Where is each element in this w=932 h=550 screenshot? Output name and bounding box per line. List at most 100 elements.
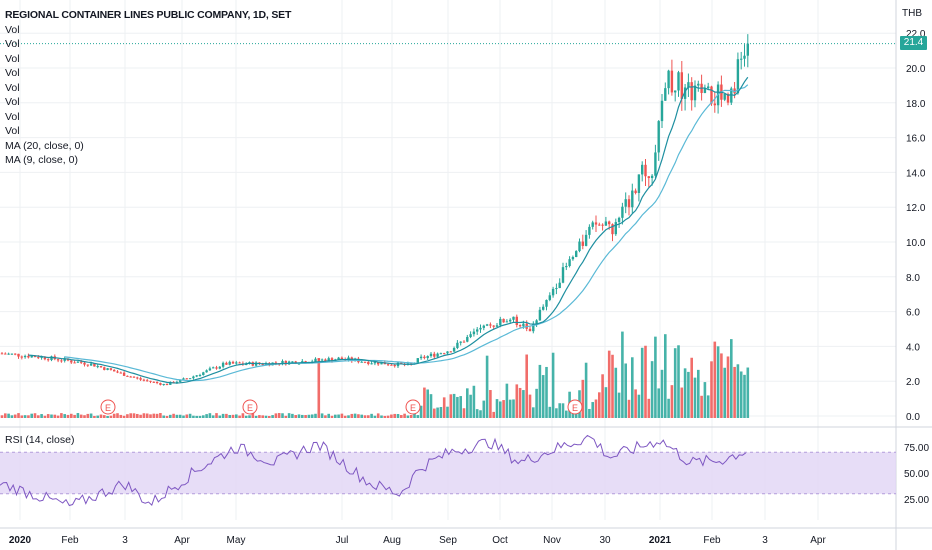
- candle-body: [99, 366, 103, 368]
- volume-bar: [40, 414, 43, 418]
- candle-body: [654, 152, 657, 176]
- indicator-label[interactable]: Vol: [5, 81, 20, 94]
- volume-bar: [264, 415, 268, 418]
- candle-body: [89, 363, 93, 366]
- volume-bar: [277, 413, 281, 418]
- candle-body: [86, 364, 89, 366]
- candle-body: [456, 342, 459, 348]
- volume-bar: [525, 354, 528, 418]
- candle-body: [165, 384, 169, 386]
- candle-body: [386, 364, 390, 366]
- volume-bar: [393, 413, 396, 418]
- candle-body: [476, 329, 479, 332]
- candle-body: [63, 358, 66, 361]
- volume-bar: [433, 408, 436, 418]
- volume-bar: [522, 390, 525, 418]
- volume-bar: [228, 414, 231, 418]
- candle-body: [119, 372, 122, 374]
- volume-bar: [604, 387, 608, 418]
- volume-bar: [423, 387, 426, 418]
- indicator-label[interactable]: Vol: [5, 38, 20, 50]
- volume-bar: [459, 396, 462, 418]
- volume-bar: [680, 387, 684, 418]
- candle-body: [47, 359, 50, 361]
- volume-bar: [79, 414, 83, 418]
- candle-body: [538, 309, 542, 321]
- rsi-label[interactable]: RSI (14, close): [5, 434, 75, 446]
- volume-bar: [363, 415, 367, 418]
- volume-bar: [327, 413, 330, 418]
- candle-body: [664, 88, 667, 101]
- time-tick: 30: [599, 535, 611, 546]
- volume-bar: [162, 415, 165, 418]
- candle-body: [657, 121, 660, 153]
- volume-bar: [215, 413, 218, 418]
- volume-bar: [502, 400, 505, 418]
- candle-body: [614, 222, 617, 235]
- indicator-label[interactable]: Vol: [5, 110, 20, 123]
- volume-bar: [598, 392, 601, 418]
- volume-bar: [466, 388, 469, 418]
- volume-bar: [96, 415, 99, 418]
- candle-body: [330, 358, 334, 362]
- ma9-label[interactable]: MA (9, close, 0): [5, 154, 78, 166]
- candle-body: [515, 316, 518, 326]
- volume-bar: [23, 415, 27, 418]
- volume-bar: [406, 415, 410, 418]
- volume-bar: [116, 413, 119, 418]
- indicator-label[interactable]: Vol: [5, 96, 20, 108]
- candle-body: [687, 82, 690, 88]
- indicator-label[interactable]: Vol: [5, 67, 20, 79]
- indicator-label[interactable]: Vol: [5, 125, 20, 137]
- volume-bar: [373, 415, 377, 418]
- volume-bar: [383, 415, 387, 418]
- candle-body: [733, 88, 736, 94]
- candle-body: [284, 360, 287, 365]
- volume-bar: [4, 413, 7, 418]
- volume-bar: [60, 413, 63, 418]
- volume-bar: [611, 354, 614, 418]
- candle-body: [10, 353, 14, 355]
- volume-bar: [673, 348, 677, 418]
- volume-bar: [63, 414, 66, 418]
- volume-bar: [442, 397, 446, 418]
- volume-bar: [439, 407, 443, 418]
- volume-bar: [545, 366, 548, 418]
- volume-bar: [518, 387, 522, 418]
- volume-bar: [103, 415, 106, 418]
- earnings-marker: [405, 399, 421, 415]
- candle-body: [113, 369, 116, 372]
- volume-bar: [367, 415, 370, 418]
- candle-body: [337, 357, 340, 360]
- volume-bar: [178, 414, 182, 418]
- volume-bar: [376, 413, 380, 418]
- volume-bar: [584, 362, 588, 418]
- volume-bar: [205, 414, 208, 418]
- indicator-label[interactable]: Vol: [5, 52, 20, 65]
- indicator-label[interactable]: Vol: [5, 23, 20, 36]
- volume-bar: [208, 413, 212, 418]
- volume-bar: [360, 414, 363, 418]
- earnings-marker: [100, 399, 116, 415]
- volume-bar: [284, 415, 288, 418]
- volume-bar: [528, 394, 532, 418]
- candle-body: [555, 288, 558, 290]
- volume-bar: [677, 345, 680, 418]
- candle-body: [624, 199, 627, 207]
- candle-body: [439, 353, 443, 355]
- volume-bar: [644, 345, 647, 418]
- ma20-label[interactable]: MA (20, close, 0): [5, 139, 84, 152]
- volume-bar: [591, 402, 594, 418]
- candle-body: [37, 357, 40, 359]
- volume-bar: [446, 406, 449, 418]
- candle-body: [674, 90, 677, 93]
- candle-body: [314, 358, 317, 362]
- volume-bar: [320, 413, 324, 418]
- last-price-badge: 21.4: [900, 36, 927, 50]
- volume-bar: [555, 408, 558, 418]
- candle-body: [495, 325, 499, 327]
- price-tick: 8.0: [906, 273, 920, 284]
- volume-bar: [409, 414, 413, 418]
- volume-bar: [218, 415, 222, 418]
